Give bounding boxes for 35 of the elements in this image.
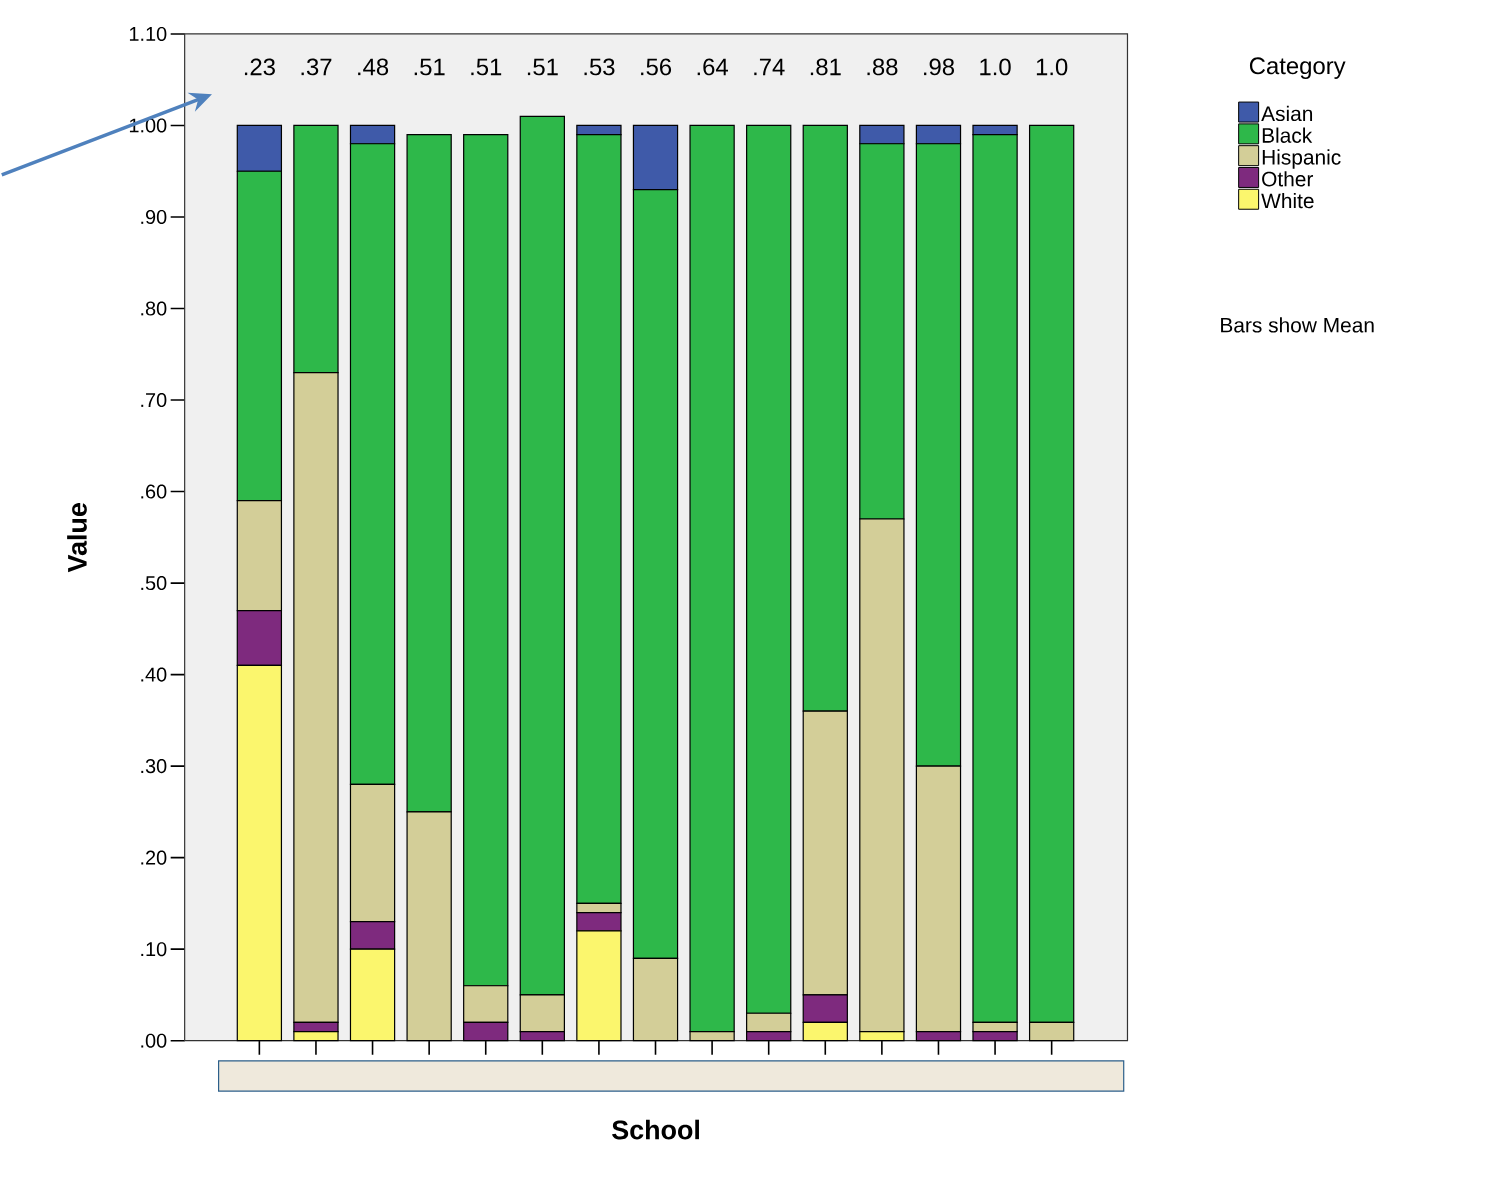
annotation: .81 (810, 58, 841, 76)
annotation: .51 (527, 58, 558, 76)
y-tick-label: .30 (141, 758, 167, 773)
annotation: .74 (754, 58, 785, 75)
annotation: .64 (697, 58, 728, 76)
annotation: .51 (414, 58, 445, 76)
x-axis-title: School (612, 1119, 699, 1140)
annotation: .51 (471, 58, 502, 76)
y-tick-label: .90 (141, 209, 167, 224)
legend-label: Black (1262, 127, 1313, 143)
y-tick-label: .50 (141, 575, 167, 590)
text: Bars show Mean (1221, 316, 1374, 333)
y-axis-title: Value (67, 502, 87, 572)
legend-title: Category (1249, 57, 1346, 79)
y-tick-label: .40 (141, 667, 167, 682)
y-tick-label: .60 (141, 484, 167, 499)
y-tick-label: .80 (141, 301, 167, 316)
y-tick-label: .00 (141, 1033, 167, 1048)
annotation: .56 (641, 58, 672, 76)
annotation: .37 (301, 58, 332, 76)
annotation: 1.0 (1036, 58, 1068, 76)
annotation: .53 (584, 58, 615, 76)
legend-label: Hispanic (1262, 149, 1341, 169)
annotation: .48 (358, 58, 389, 76)
y-tick-label: .20 (141, 850, 167, 865)
legend-label: Other (1262, 170, 1314, 187)
y-tick-label: .70 (141, 392, 167, 407)
annotation: .88 (867, 58, 898, 76)
annotation: 1.0 (980, 58, 1011, 76)
annotation: .98 (924, 58, 955, 76)
legend-label: White (1261, 192, 1314, 209)
y-tick-label: 1.10 (129, 26, 167, 41)
y-tick-label: .10 (141, 941, 167, 956)
legend-label: Asian (1261, 105, 1313, 121)
annotation: .23 (244, 58, 275, 76)
